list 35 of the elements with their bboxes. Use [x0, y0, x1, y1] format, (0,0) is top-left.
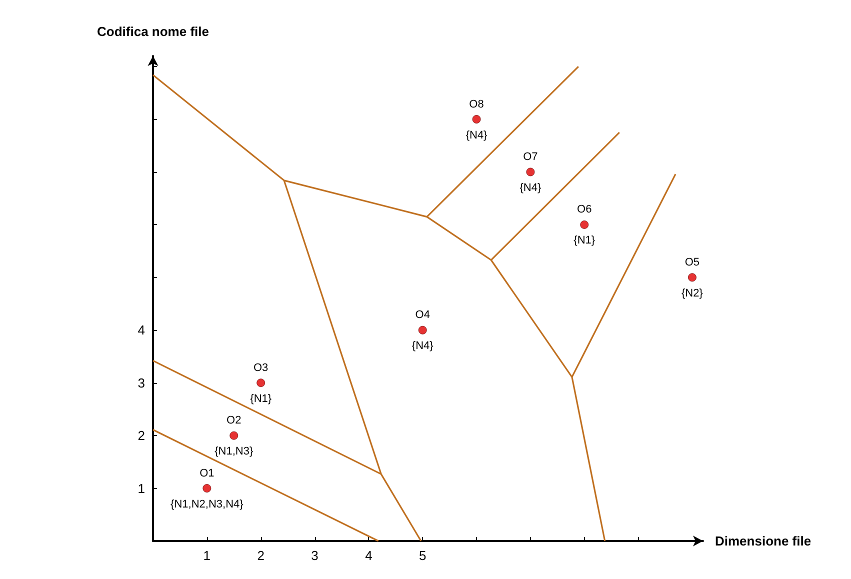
y-axis-title: Codifica nome file — [97, 24, 209, 39]
annotation: O5 — [684, 256, 700, 268]
y-tick-label: 4 — [138, 322, 145, 338]
annotation: {N1,N2,N3,N4} — [170, 498, 244, 510]
point — [580, 220, 589, 229]
x-tick-label: 1 — [203, 548, 211, 563]
y-tick-label: 3 — [138, 375, 145, 390]
point — [230, 431, 238, 440]
point — [688, 273, 696, 282]
annotation: {N1,N3} — [214, 446, 254, 458]
x-tick-label: 3 — [311, 548, 318, 563]
annotation: O1 — [200, 467, 214, 480]
annotation: {N1} — [250, 392, 272, 405]
annotation: {N1} — [574, 234, 596, 247]
annotation: {N2} — [682, 287, 704, 300]
annotation: O7 — [523, 150, 538, 163]
annotation: O2 — [226, 414, 242, 427]
point — [526, 168, 535, 176]
x-tick-label: 5 — [418, 548, 426, 563]
x-axis-title: Dimensione file — [715, 534, 812, 548]
x-tick-label: 4 — [365, 548, 372, 563]
annotation: O6 — [577, 204, 592, 216]
annotation: {N4} — [466, 129, 488, 142]
annotation: {N4} — [412, 340, 434, 352]
annotation: {N4} — [520, 182, 542, 194]
point — [256, 378, 266, 388]
annotation: O4 — [415, 309, 430, 322]
x-tick-label: 2 — [257, 548, 264, 563]
point — [472, 115, 481, 124]
y-tick-label: 1 — [138, 480, 145, 496]
point — [202, 484, 212, 493]
point — [418, 326, 427, 334]
annotation: O8 — [469, 98, 484, 110]
y-tick-label: 2 — [138, 428, 145, 444]
annotation: O3 — [254, 362, 268, 374]
